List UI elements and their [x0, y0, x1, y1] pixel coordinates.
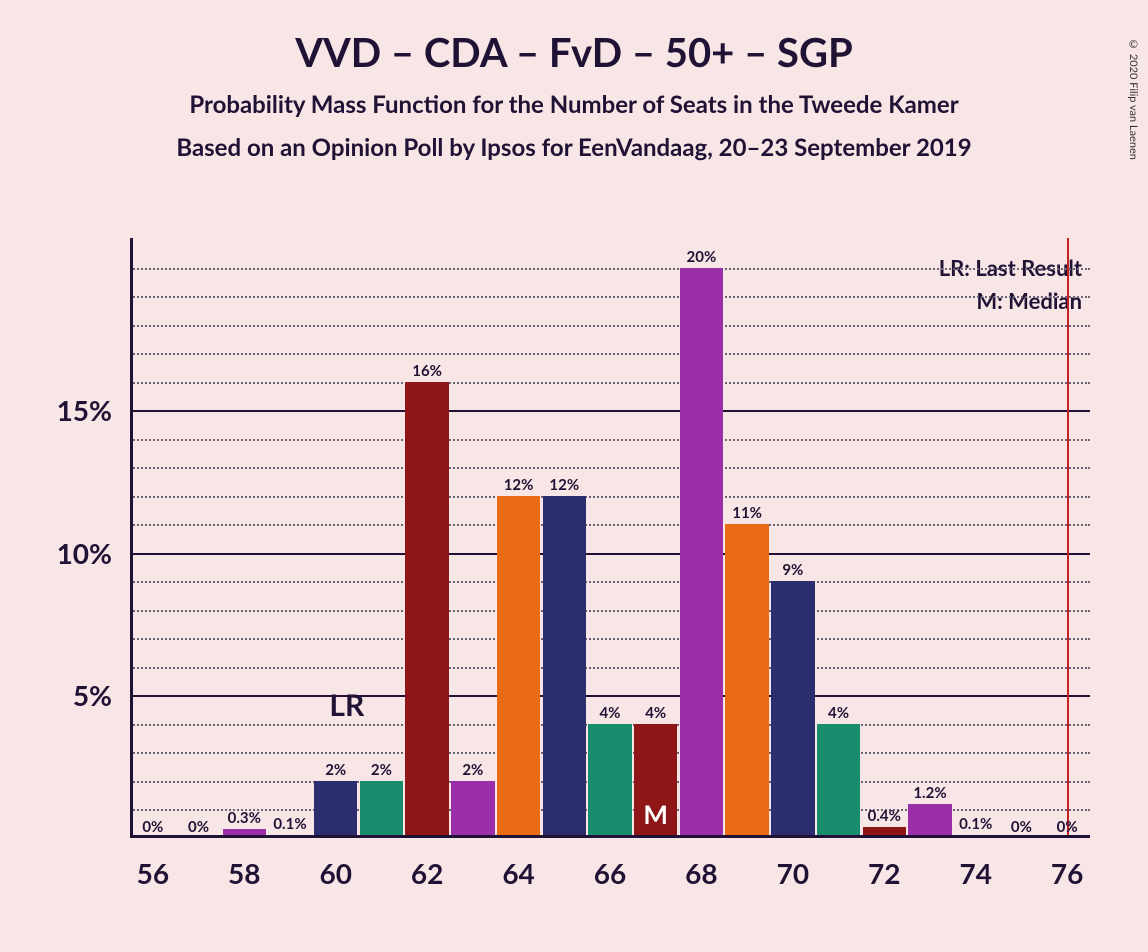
- bar: 2%: [314, 781, 357, 838]
- bar-label: 12%: [549, 476, 579, 494]
- y-tick-label: 10%: [57, 536, 112, 570]
- chart-title: VVD – CDA – FvD – 50+ – SGP: [0, 28, 1148, 76]
- bar-label: 4%: [828, 704, 849, 722]
- y-axis: [130, 238, 133, 838]
- gridline-minor: [130, 353, 1090, 355]
- x-tick-label: 64: [502, 856, 534, 890]
- median-marker: M: [643, 798, 668, 830]
- gridline-minor: [130, 695, 1090, 697]
- gridline-minor: [130, 325, 1090, 327]
- lr-marker: LR: [329, 687, 364, 723]
- bar-label: 4%: [645, 704, 666, 722]
- bar: 2%: [360, 781, 403, 838]
- bar-label: 2%: [462, 761, 483, 779]
- bar-label: 2%: [371, 761, 392, 779]
- gridline-minor: [130, 496, 1090, 498]
- bar: 12%: [543, 496, 586, 838]
- legend: LR: Last Result M: Median: [939, 254, 1082, 314]
- bar: 20%: [680, 268, 723, 838]
- legend-m: M: Median: [939, 287, 1082, 314]
- x-tick-label: 72: [868, 856, 900, 890]
- gridline-minor: [130, 467, 1090, 469]
- bar-label: 4%: [599, 704, 620, 722]
- chart-subtitle-2: Based on an Opinion Poll by Ipsos for Ee…: [0, 133, 1148, 162]
- x-tick-label: 68: [685, 856, 717, 890]
- bar-label: 0%: [1011, 818, 1032, 836]
- titles: VVD – CDA – FvD – 50+ – SGP Probability …: [0, 28, 1148, 162]
- bar: 11%: [725, 524, 768, 838]
- bar-label: 0.4%: [868, 807, 901, 825]
- bar-label: 0%: [188, 818, 209, 836]
- gridline-minor: [130, 581, 1090, 583]
- y-tick-label: 5%: [73, 678, 112, 712]
- bar-label: 16%: [412, 362, 442, 380]
- bar-label: 2%: [325, 761, 346, 779]
- gridline-minor: [130, 268, 1090, 270]
- gridline-minor: [130, 439, 1090, 441]
- gridline-minor: [130, 524, 1090, 526]
- bar-label: 0.3%: [228, 809, 261, 827]
- bar-label: 1.2%: [913, 784, 946, 802]
- chart-subtitle-1: Probability Mass Function for the Number…: [0, 90, 1148, 119]
- x-tick-label: 60: [319, 856, 351, 890]
- gridline-minor: [130, 296, 1090, 298]
- bar-label: 11%: [732, 504, 762, 522]
- x-tick-label: 66: [594, 856, 626, 890]
- x-tick-label: 62: [411, 856, 443, 890]
- bar-label: 12%: [504, 476, 534, 494]
- copyright-text: © 2020 Filip van Laenen: [1127, 38, 1140, 160]
- x-tick-label: 74: [959, 856, 991, 890]
- x-tick-label: 70: [777, 856, 809, 890]
- plot-area: LR: Last Result M: Median 5%10%15%565860…: [130, 248, 1090, 838]
- bar: 9%: [771, 581, 814, 838]
- bar: 4%: [817, 724, 860, 838]
- x-tick-label: 56: [137, 856, 169, 890]
- gridline-minor: [130, 410, 1090, 412]
- bar: 16%: [405, 382, 448, 838]
- gridline-minor: [130, 382, 1090, 384]
- bar-label: 0.1%: [273, 815, 306, 833]
- x-tick-label: 76: [1051, 856, 1083, 890]
- lr-vertical-line: [1067, 238, 1069, 838]
- x-tick-label: 58: [228, 856, 260, 890]
- bar-label: 0.1%: [959, 815, 992, 833]
- bar: 12%: [497, 496, 540, 838]
- gridline-minor: [130, 610, 1090, 612]
- bar-label: 0%: [142, 818, 163, 836]
- bar-label: 0%: [1057, 818, 1078, 836]
- x-axis: [130, 835, 1090, 838]
- bar: 4%: [588, 724, 631, 838]
- bar-label: 9%: [782, 561, 803, 579]
- y-tick-label: 15%: [57, 393, 112, 427]
- bar-label: 20%: [687, 248, 717, 266]
- chart-container: © 2020 Filip van Laenen VVD – CDA – FvD …: [0, 28, 1148, 952]
- bar: 2%: [451, 781, 494, 838]
- gridline-minor: [130, 638, 1090, 640]
- bar: 1.2%: [908, 804, 951, 838]
- gridline-minor: [130, 553, 1090, 555]
- gridline-minor: [130, 667, 1090, 669]
